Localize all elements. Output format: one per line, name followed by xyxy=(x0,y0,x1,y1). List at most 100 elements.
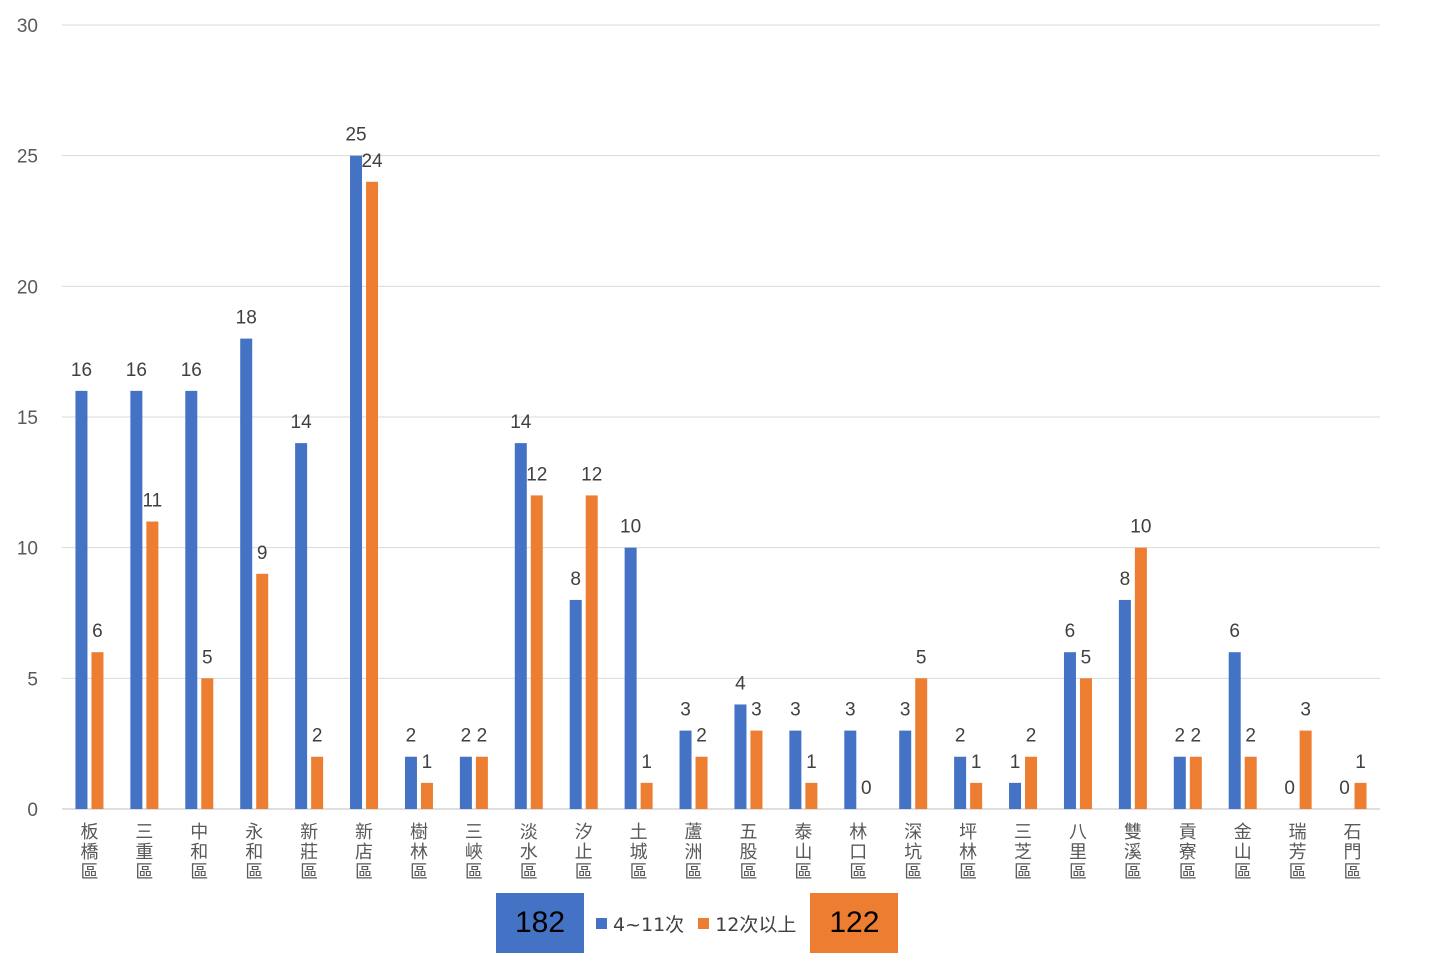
bar-series1 xyxy=(404,756,417,809)
legend-label-series1: 4~11次 xyxy=(613,913,685,936)
x-axis-ticks: 板橋區三重區中和區永和區新莊區新店區樹林區三峽區淡水區汐止區土城區蘆洲區五股區泰… xyxy=(80,822,1361,883)
x-tick-label: 區 xyxy=(245,862,263,883)
bar-series1 xyxy=(1173,756,1186,809)
x-tick-label: 城 xyxy=(630,842,648,863)
x-tick-label: 和 xyxy=(190,842,208,863)
bar-series1 xyxy=(350,155,363,809)
bar-series1 xyxy=(130,390,143,809)
y-tick-label: 20 xyxy=(17,277,38,298)
x-tick-label: 區 xyxy=(190,862,208,883)
x-tick-label: 里 xyxy=(1069,842,1087,863)
bar-series2 xyxy=(1025,756,1038,809)
x-tick-label: 瑞 xyxy=(1289,822,1307,843)
legend-item-series1: 4~11次 xyxy=(596,910,684,937)
bar-series1 xyxy=(624,547,637,809)
data-label: 16 xyxy=(181,360,202,381)
data-label: 16 xyxy=(71,360,92,381)
bar-series1 xyxy=(1009,782,1022,809)
legend-item-series2: 12次以上 xyxy=(698,910,796,937)
x-tick-label: 區 xyxy=(739,862,757,883)
bar-series2 xyxy=(640,782,653,809)
x-tick-label: 區 xyxy=(410,862,428,883)
bar-series1 xyxy=(954,756,967,809)
y-axis-ticks: 0 5 10 15 20 25 30 xyxy=(17,16,38,821)
x-tick-label: 區 xyxy=(80,862,98,883)
data-label: 2 xyxy=(406,726,417,747)
data-label: 5 xyxy=(916,647,927,668)
data-label: 9 xyxy=(257,543,268,564)
data-label: 0 xyxy=(1339,778,1350,799)
x-tick-label: 區 xyxy=(849,862,867,883)
x-tick-label: 中 xyxy=(190,822,208,843)
x-tick-label: 區 xyxy=(135,862,153,883)
x-tick-label: 溪 xyxy=(1124,842,1142,863)
x-tick-label: 區 xyxy=(794,862,812,883)
legend-swatch-series1 xyxy=(596,917,607,929)
data-label: 2 xyxy=(312,726,323,747)
legend: 182 4~11次 12次以上 122 xyxy=(496,893,899,953)
x-tick-label: 區 xyxy=(1069,862,1087,883)
x-tick-label: 林 xyxy=(410,842,428,863)
x-tick-label: 坑 xyxy=(904,842,922,863)
data-label: 1 xyxy=(971,752,982,773)
x-tick-label: 雙 xyxy=(1124,822,1142,843)
x-tick-label: 橋 xyxy=(80,842,98,863)
x-tick-label: 泰 xyxy=(794,822,812,843)
data-label: 2 xyxy=(1245,726,1256,747)
total-series1: 182 xyxy=(514,906,566,939)
data-label: 2 xyxy=(955,726,966,747)
x-tick-label: 山 xyxy=(1234,842,1252,863)
data-label: 14 xyxy=(510,412,532,433)
x-tick-label: 區 xyxy=(300,862,318,883)
y-tick-label: 5 xyxy=(27,669,38,690)
x-tick-label: 芳 xyxy=(1289,842,1307,863)
total-series2-box: 122 xyxy=(810,893,899,953)
x-tick-label: 三 xyxy=(135,822,153,843)
data-label: 12 xyxy=(581,464,602,485)
bar-series1 xyxy=(75,390,88,809)
data-label: 1 xyxy=(1355,752,1366,773)
x-tick-label: 汐 xyxy=(575,822,593,843)
x-tick-label: 區 xyxy=(1289,862,1307,883)
x-tick-label: 區 xyxy=(959,862,977,883)
x-tick-label: 區 xyxy=(1179,862,1197,883)
x-tick-label: 區 xyxy=(1344,862,1362,883)
bar-series1 xyxy=(679,730,692,809)
x-tick-label: 區 xyxy=(355,862,373,883)
x-tick-label: 三 xyxy=(465,822,483,843)
x-tick-label: 店 xyxy=(355,842,373,863)
bar-series2 xyxy=(91,652,104,809)
bar-series2 xyxy=(1134,547,1147,809)
data-label: 14 xyxy=(291,412,313,433)
bar-series1 xyxy=(734,704,747,809)
bar-series2 xyxy=(970,782,983,809)
data-label: 5 xyxy=(1081,647,1092,668)
data-label: 2 xyxy=(1175,726,1186,747)
x-tick-label: 和 xyxy=(245,842,263,863)
x-tick-label: 貢 xyxy=(1179,822,1197,843)
x-tick-label: 三 xyxy=(1014,822,1032,843)
data-label: 6 xyxy=(1065,621,1076,642)
gridlines xyxy=(62,24,1380,810)
bar-series2 xyxy=(805,782,818,809)
data-label: 25 xyxy=(345,125,366,146)
data-label: 12 xyxy=(526,464,547,485)
total-series2: 122 xyxy=(829,906,880,939)
data-label: 1 xyxy=(806,752,817,773)
x-tick-label: 永 xyxy=(245,822,263,843)
x-tick-label: 洲 xyxy=(685,842,703,863)
data-label: 2 xyxy=(1026,726,1037,747)
x-tick-label: 山 xyxy=(794,842,812,863)
bar-series2 xyxy=(530,495,543,809)
x-tick-label: 區 xyxy=(685,862,703,883)
data-label: 3 xyxy=(680,700,691,721)
bar-series2 xyxy=(146,521,159,809)
x-tick-label: 坪 xyxy=(959,822,977,843)
x-tick-label: 土 xyxy=(630,822,648,843)
bar-series2 xyxy=(366,181,379,810)
data-label: 5 xyxy=(202,647,213,668)
data-label: 16 xyxy=(126,360,147,381)
bar-series2 xyxy=(201,678,214,809)
data-label: 6 xyxy=(92,621,103,642)
